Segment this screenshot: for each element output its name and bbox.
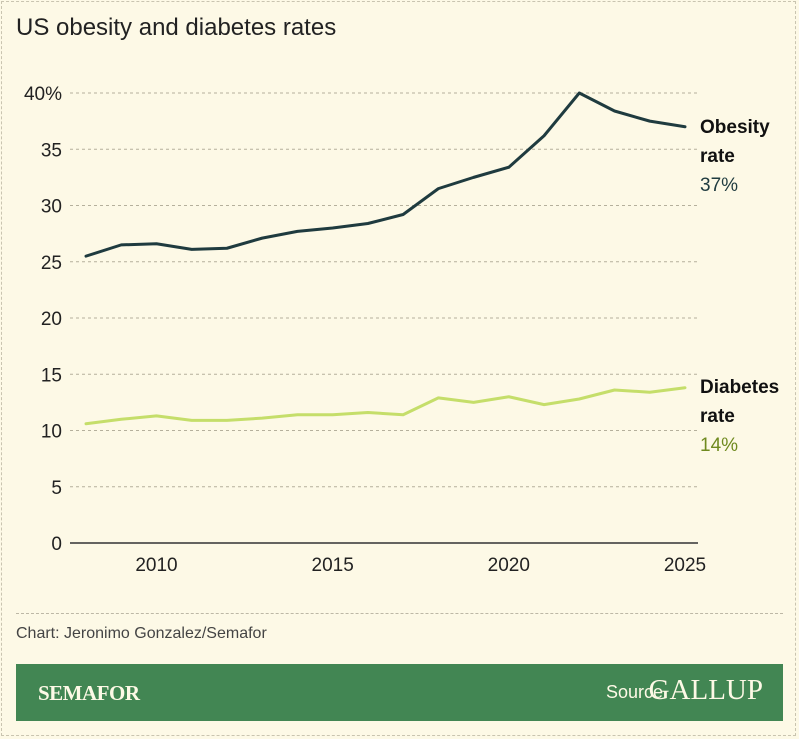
source-label: Source (605, 682, 663, 702)
y-tick-label: 0 (51, 534, 62, 555)
x-tick-label: 2015 (312, 555, 354, 576)
y-tick-label: 20 (41, 309, 62, 330)
obesity-label-name: Obesity (700, 117, 770, 138)
y-tick-label: 35 (41, 140, 62, 161)
chart-credit: Chart: Jeronimo Gonzalez/Semafor (16, 625, 267, 642)
obesity-label-name2: rate (700, 146, 735, 167)
semafor-logo: SEMAFOR (38, 681, 140, 705)
diabetes-line (84, 386, 687, 426)
footer-bar: SEMAFOR Source GALLUP (16, 664, 783, 721)
obesity-line (84, 91, 687, 258)
y-tick-label: 30 (41, 197, 62, 218)
gallup-logo: GALLUP (648, 674, 763, 706)
y-tick-label: 25 (41, 253, 62, 274)
y-tick-label: 15 (41, 365, 62, 386)
y-tick-label: 40% (24, 84, 62, 105)
divider (16, 613, 783, 614)
diabetes-end-value: 14% (700, 435, 739, 456)
x-tick-label: 2025 (664, 555, 706, 576)
diabetes-label: Diabetes rate 14% (700, 373, 779, 460)
y-tick-label: 5 (51, 478, 62, 499)
diabetes-label-name2: rate (700, 406, 735, 427)
y-tick-label: 10 (41, 422, 62, 443)
diabetes-label-name: Diabetes (700, 377, 780, 398)
obesity-end-value: 37% (700, 175, 739, 196)
obesity-label: Obesity rate 37% (700, 113, 770, 200)
chart-title: US obesity and diabetes rates (16, 14, 337, 41)
x-tick-label: 2020 (488, 555, 530, 576)
x-tick-label: 2010 (135, 555, 177, 576)
